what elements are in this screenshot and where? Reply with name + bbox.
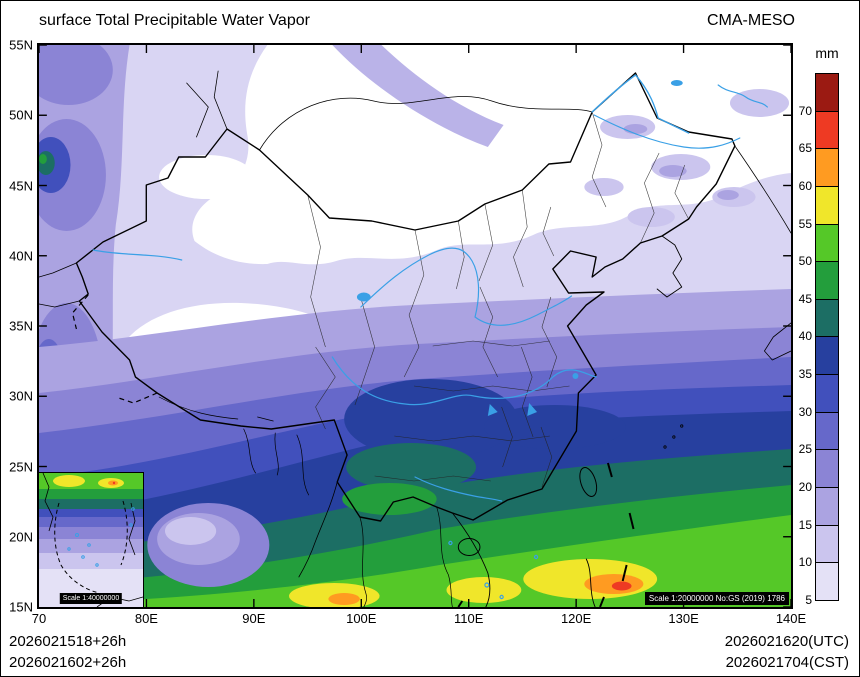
colorbar-tick-label: 20 [798, 480, 812, 495]
colorbar-cell: 15 [799, 488, 839, 532]
colorbar-tick-label: 55 [798, 216, 812, 231]
colorbar-cell: 50 [799, 224, 839, 268]
colorbar-tick-label: 30 [798, 404, 812, 419]
valid-time-utc: 2026021620(UTC) [724, 633, 849, 650]
colorbar-cells: 70 65 60 55 50 45 40 35 30 25 20 15 10 5 [799, 73, 839, 607]
colorbar-tick-label: 10 [798, 555, 812, 570]
colorbar-tick-label: 70 [798, 103, 812, 118]
colorbar-unit: mm [815, 45, 839, 61]
x-axis-label: 140E [775, 611, 807, 626]
colorbar-tick-label: 50 [798, 254, 812, 269]
init-time-utc: 2026021518+26h [9, 633, 127, 650]
inset-map: Scale 1:40000000 [39, 472, 144, 607]
colorbar-cell: 35 [799, 337, 839, 381]
x-axis-label: 110E [454, 611, 484, 626]
colorbar-cell: 60 [799, 149, 839, 193]
x-axis-label: 90E [242, 611, 266, 626]
x-axis-label: 80E [134, 611, 158, 626]
colorbar-cell: 25 [799, 412, 839, 456]
colorbar-tick-label: 40 [798, 329, 812, 344]
amur-river [591, 74, 690, 134]
map-canvas [39, 45, 791, 607]
y-axis-label: 35N [9, 318, 33, 334]
map-frame: Scale 1:40000000 Scale 1:20000000 No:GS … [37, 43, 793, 609]
vietnam-coast [451, 512, 491, 607]
y-axis-label: 25N [9, 459, 33, 474]
colorbar-cell: 65 [799, 111, 839, 155]
luzon-coast [585, 558, 596, 607]
yangtze-river [331, 356, 597, 406]
y-axis-label: 30N [9, 388, 33, 404]
y-axis-label: 20N [9, 529, 33, 545]
colorbar-cell: 5 [805, 563, 839, 607]
colorbar-cell: 40 [799, 299, 839, 343]
colorbar-cell: 30 [799, 375, 839, 419]
x-axis-label: 100E [346, 611, 377, 626]
x-axis-label: 120E [560, 611, 592, 626]
valid-time-cst: 2026021704(CST) [725, 654, 849, 671]
rivers [92, 74, 768, 600]
y-axis-label: 15N [9, 599, 33, 615]
footer-right: 2026021620(UTC) 2026021704(CST) [725, 631, 849, 673]
model-name: CMA-MESO [707, 12, 795, 29]
pearl-river [414, 476, 503, 502]
colorbar-cell: 70 [799, 73, 839, 118]
x-axis-labels: 70 80E 90E 100E 110E 120E 130E 140E [32, 611, 806, 627]
yellow-river [360, 247, 573, 326]
colorbar-tick-label: 5 [805, 592, 812, 607]
korea-coast [656, 235, 683, 298]
colorbar-tick-label: 60 [798, 178, 812, 193]
dashed-lines [71, 294, 635, 607]
lakes [356, 80, 683, 416]
map-scale-label: Scale 1:20000000 No:GS (2019) 1786 [644, 592, 789, 605]
colorbar-cell: 45 [799, 262, 839, 306]
y-axis-label: 55N [9, 37, 33, 53]
y-axis-label: 45N [9, 178, 33, 193]
china-border [75, 72, 736, 522]
y-axis-labels: 55N 50N 45N 40N 35N 30N 25N 20N 15N [1, 38, 35, 615]
hainan-outline [457, 538, 481, 556]
inset-canvas [39, 473, 143, 607]
colorbar-cell: 55 [799, 186, 839, 231]
songhua-river [593, 114, 741, 149]
taiwan-outline [579, 467, 598, 497]
inset-scale-label: Scale 1:40000000 [59, 593, 123, 604]
init-time-cst: 2026021602+26h [9, 654, 127, 671]
colorbar-tick-label: 45 [798, 291, 812, 306]
colorbar-tick-label: 65 [798, 141, 812, 156]
y-axis-label: 40N [9, 248, 33, 264]
x-axis-label: 130E [668, 611, 699, 626]
colorbar-cell: 10 [799, 525, 839, 569]
page-title: surface Total Precipitable Water Vapor [39, 12, 310, 29]
province-borders [307, 111, 689, 488]
footer-left: 2026021518+26h 2026021602+26h [9, 631, 126, 673]
x-axis-label: 70 [31, 611, 47, 626]
colorbar-cell: 20 [799, 450, 839, 494]
axis-ticks [39, 45, 791, 607]
country-borders [39, 70, 791, 607]
colorbar-tick-label: 25 [798, 442, 812, 457]
colorbar-tick-label: 35 [798, 367, 812, 382]
colorbar-tick-label: 15 [798, 517, 812, 532]
y-axis-label: 50N [9, 107, 33, 123]
